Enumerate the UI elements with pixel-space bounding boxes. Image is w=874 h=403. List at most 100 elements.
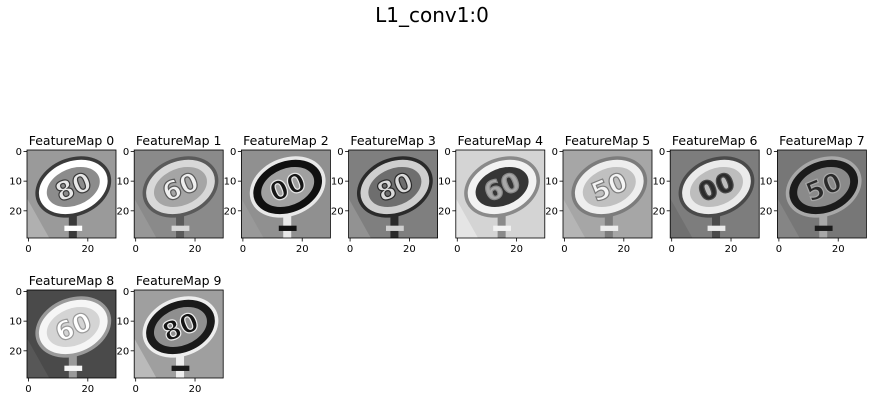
image-shade [563,198,586,238]
x-tick-label: 0 [132,244,138,255]
image-shade [241,198,264,238]
y-tick-label: 10 [438,177,451,188]
panel-frame [26,149,117,239]
panel-title: FeatureMap 2 [243,133,329,148]
y-tick-label: 0 [230,147,236,158]
feature-map-image: 80 [27,150,116,238]
x-tick-label: 20 [189,384,202,395]
feature-map-image: 80 [348,150,438,238]
x-tick-label: 20 [510,244,523,255]
image-shade [777,198,800,238]
y-tick-label: 20 [9,346,22,357]
y-tick-label: 10 [9,317,22,328]
y-tick-label: 0 [766,147,772,158]
sign-post [283,213,292,238]
x-tick-label: 0 [25,244,31,255]
y-tick-label: 10 [545,177,558,188]
panel-title: FeatureMap 9 [136,273,222,288]
feature-map-image: 60 [455,150,545,238]
panel-title: FeatureMap 5 [565,133,651,148]
x-tick-label: 0 [25,384,31,395]
x-tick-label: 0 [240,244,246,255]
image-shade [455,198,479,238]
sign-face [368,166,422,207]
x-tick-label: 20 [403,244,416,255]
y-tick-label: 20 [116,346,129,357]
image-shade [27,198,50,238]
x-tick-label: 20 [81,244,94,255]
y-tick-label: 10 [760,177,773,188]
y-tick-label: 20 [760,206,773,217]
speed-sign: 50 [571,156,648,218]
feature-map-image: 80 [134,290,224,378]
y-tick-label: 0 [16,147,22,158]
x-tick-label: 20 [725,244,738,255]
y-tick-label: 20 [331,206,344,217]
speed-sign: 00 [249,156,326,218]
x-tick-label: 20 [296,244,309,255]
x-tick-label: 0 [668,244,674,255]
x-tick-label: 20 [81,384,94,395]
speed-sign: 80 [35,156,112,218]
panel-frame [133,149,224,239]
sign-post-bracket [64,365,83,371]
sign-post-bracket [493,225,511,231]
sign-face [475,166,529,207]
image-shade [134,338,157,378]
panel-frame [26,289,117,379]
panel-title: FeatureMap 8 [29,273,115,288]
x-tick-label: 0 [132,384,138,395]
feature-map-panel: FeatureMap 8 60 0 20 0 10 20 [9,273,117,395]
sign-post [176,353,185,378]
y-tick-label: 20 [9,206,22,217]
sign-face [46,306,100,347]
feature-map-panel: FeatureMap 1 60 0 20 0 10 20 [116,133,224,255]
speed-sign: 60 [142,156,219,218]
panel-frame [777,149,867,239]
speed-sign: 50 [785,156,862,218]
feature-map-panel: FeatureMap 0 80 0 20 0 10 20 [9,133,117,255]
panel-frame [348,149,439,239]
y-tick-label: 0 [444,147,450,158]
y-tick-label: 20 [545,206,558,217]
panel-title: FeatureMap 3 [350,133,436,148]
panel-title: FeatureMap 7 [779,133,865,148]
sign-post-bracket [707,225,726,231]
sign-post [604,213,613,238]
feature-map-image: 00 [670,150,760,238]
sign-post [497,213,506,238]
y-tick-label: 0 [552,147,558,158]
x-tick-label: 20 [189,244,202,255]
sign-face [797,166,851,207]
x-tick-label: 20 [832,244,845,255]
panel-title: FeatureMap 4 [458,133,544,148]
y-tick-label: 0 [123,287,129,298]
sign-face [46,166,100,207]
sign-face [153,166,207,207]
panel-frame [455,149,546,239]
y-tick-label: 0 [337,147,343,158]
feature-map-panel: FeatureMap 5 50 0 20 0 10 20 [545,133,653,255]
image-shade [348,198,371,238]
image-shade [670,198,693,238]
y-tick-label: 10 [116,317,129,328]
figure-title: L1_conv1:0 [375,3,489,27]
sign-face [153,306,207,347]
image-shade [27,338,50,378]
sign-post-bracket [814,225,833,231]
sign-post [819,213,828,238]
y-tick-label: 0 [16,287,22,298]
y-tick-label: 0 [123,147,129,158]
y-tick-label: 20 [438,206,451,217]
sign-face [689,166,743,207]
sign-post [390,213,399,238]
panel-frame [133,289,224,379]
y-tick-label: 10 [652,177,665,188]
sign-post-bracket [64,225,83,231]
feature-map-image: 00 [241,150,331,238]
x-tick-label: 0 [561,244,567,255]
sign-post-bracket [385,225,404,231]
sign-post-bracket [278,225,297,231]
y-tick-label: 10 [224,177,237,188]
